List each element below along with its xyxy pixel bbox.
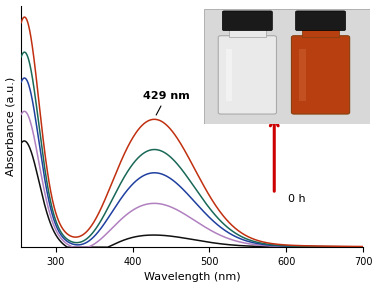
Bar	[299, 49, 305, 101]
X-axis label: Wavelength (nm): Wavelength (nm)	[144, 272, 240, 283]
Text: 0 h: 0 h	[288, 194, 305, 204]
FancyBboxPatch shape	[218, 36, 276, 114]
FancyBboxPatch shape	[291, 36, 350, 114]
Text: 429 nm: 429 nm	[143, 91, 190, 115]
Bar	[229, 28, 266, 37]
Text: 72 h: 72 h	[288, 99, 313, 109]
Bar	[302, 28, 339, 37]
FancyBboxPatch shape	[222, 11, 272, 31]
Y-axis label: Absorbance (a.u.): Absorbance (a.u.)	[6, 77, 15, 176]
FancyBboxPatch shape	[296, 11, 345, 31]
Bar	[226, 49, 232, 101]
